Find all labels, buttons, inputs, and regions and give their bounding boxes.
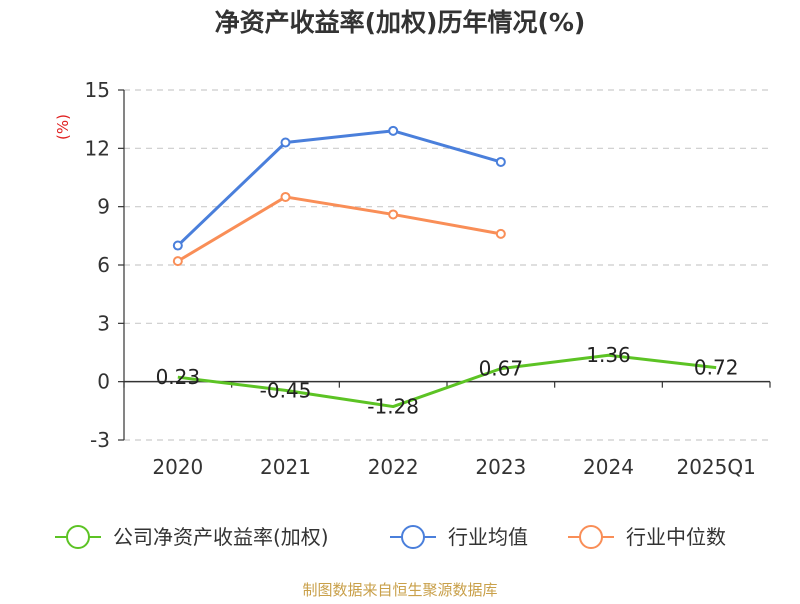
chart-title: 净资产收益率(加权)历年情况(%) [215, 8, 586, 37]
y-tick-label: 3 [97, 311, 110, 335]
legend-item-0[interactable]: 公司净资产收益率(加权) [55, 525, 329, 549]
series-line-0 [177, 353, 717, 409]
y-tick-label: 15 [85, 78, 110, 102]
y-axis-unit: (%) [54, 114, 72, 140]
x-tick-label: 2023 [475, 455, 526, 479]
legend-label: 行业均值 [448, 525, 528, 549]
legend-label: 公司净资产收益率(加权) [113, 525, 329, 549]
gridlines [124, 89, 770, 441]
data-label: -1.28 [367, 395, 419, 419]
series-point-2 [388, 209, 399, 220]
source-note: 制图数据来自恒生聚源数据库 [302, 581, 497, 599]
x-tick-label: 2024 [583, 455, 634, 479]
axes: -3 0 3 6 9 12 15 2020 2021 2022 2023 2024 2025Q1 [85, 78, 771, 479]
y-tick-label: 6 [97, 253, 110, 277]
series-point-2 [172, 256, 183, 267]
legend-swatch-marker [579, 525, 603, 549]
series-point-1 [280, 137, 291, 148]
legend-swatch-marker [66, 525, 90, 549]
legend-item-1[interactable]: 行业均值 [390, 525, 528, 549]
series-point-1 [172, 240, 183, 251]
series-line-1 [176, 129, 502, 247]
x-tick-label: 2021 [260, 455, 311, 479]
data-label: 0.72 [694, 356, 739, 380]
data-label: 0.23 [156, 365, 201, 389]
series-point-1 [495, 156, 506, 167]
series-line-2 [177, 195, 502, 263]
legend-item-2[interactable]: 行业中位数 [568, 525, 726, 549]
y-tick-label: 12 [85, 136, 110, 160]
data-label: -0.45 [260, 378, 312, 402]
legend-swatch-marker [401, 525, 425, 549]
series-point-2 [280, 191, 291, 202]
data-labels: 0.23 -0.45 -1.28 0.67 1.36 0.72 [156, 343, 739, 418]
series-point-1 [388, 125, 399, 136]
legend-label: 行业中位数 [626, 525, 726, 549]
legend[interactable]: 公司净资产收益率(加权) 行业均值 行业中位数 [55, 525, 726, 549]
y-tick-label: 0 [97, 370, 110, 394]
series-point-2 [495, 228, 506, 239]
x-tick-label: 2022 [368, 455, 419, 479]
x-tick-label: 2025Q1 [676, 455, 755, 479]
y-tick-label: -3 [90, 428, 110, 452]
series-lines [172, 125, 717, 409]
data-label: 1.36 [586, 343, 631, 367]
data-label: 0.67 [479, 357, 524, 381]
x-tick-label: 2020 [152, 455, 203, 479]
y-tick-label: 9 [97, 195, 110, 219]
